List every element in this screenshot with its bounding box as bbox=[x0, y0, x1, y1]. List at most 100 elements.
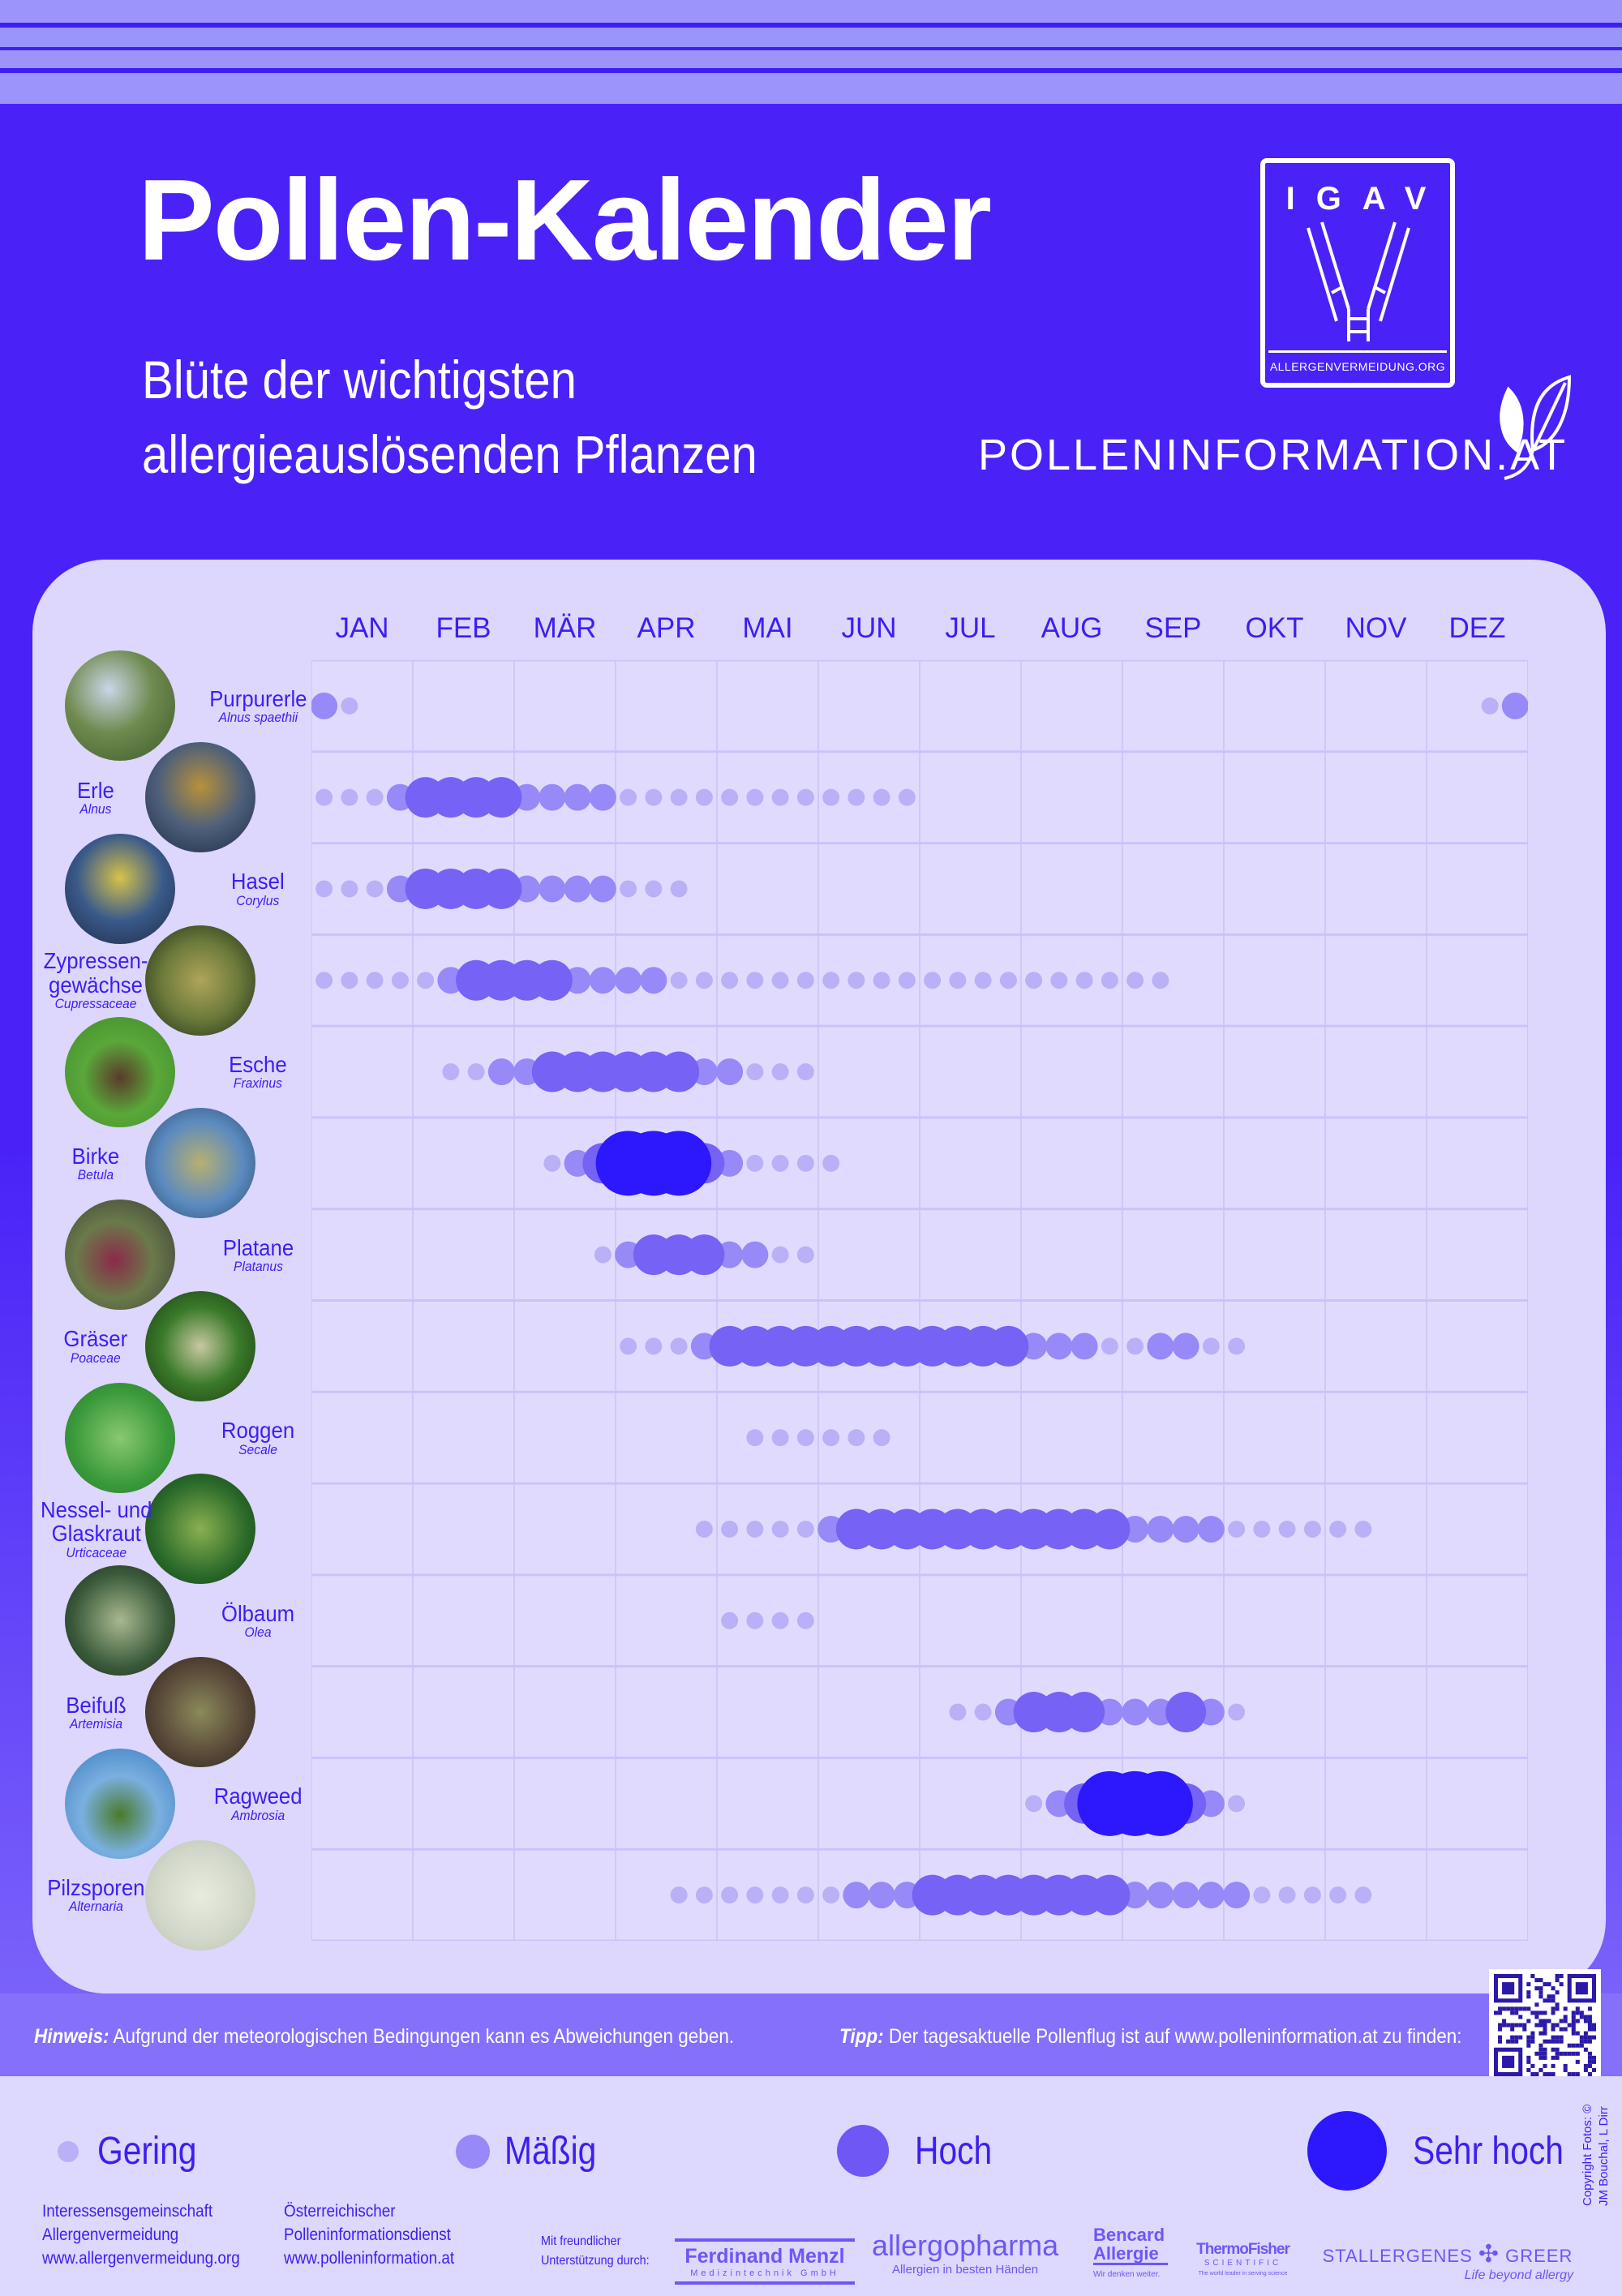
pollen-dot-gering bbox=[999, 972, 1017, 989]
qr-module bbox=[1522, 2006, 1527, 2011]
pollen-dot-mäßig bbox=[589, 967, 616, 994]
plant-name: Erle bbox=[76, 777, 114, 803]
qr-code[interactable] bbox=[1489, 1969, 1601, 2081]
sponsor-bencard-name2: Allergie bbox=[1093, 2244, 1168, 2265]
qr-module bbox=[1571, 2015, 1576, 2019]
pollen-dot-mäßig bbox=[564, 875, 591, 903]
qr-module bbox=[1530, 1974, 1535, 1979]
month-label: JUN bbox=[841, 612, 897, 644]
pollen-dot-gering bbox=[315, 972, 333, 989]
qr-module bbox=[1587, 2006, 1592, 2011]
plant-name: Zypressen- bbox=[43, 948, 148, 974]
pollen-dot-mäßig bbox=[539, 783, 566, 811]
plant-label: Nessel- und Glaskraut Urticaceae bbox=[40, 1498, 151, 1560]
qr-module bbox=[1530, 2035, 1535, 2040]
pollen-dot-gering bbox=[822, 972, 840, 989]
qr-module bbox=[1506, 2006, 1511, 2011]
qr-module bbox=[1575, 2059, 1580, 2064]
pollen-dot-gering bbox=[746, 1520, 764, 1538]
qr-module bbox=[1587, 2015, 1592, 2019]
qr-module bbox=[1538, 1978, 1543, 1983]
plant-photo bbox=[65, 1382, 175, 1493]
month-label: OKT bbox=[1245, 612, 1304, 644]
qr-module bbox=[1551, 2063, 1555, 2068]
qr-module bbox=[1543, 1982, 1547, 1987]
qr-module bbox=[1543, 1998, 1547, 2003]
stripe-line bbox=[0, 47, 1622, 50]
qr-module bbox=[1518, 2023, 1523, 2028]
pollen-dot-gering bbox=[391, 972, 409, 989]
pollen-dot-gering bbox=[620, 788, 637, 806]
pollen-dot-sehr-hoch bbox=[1127, 1770, 1193, 1836]
pollen-dot-gering bbox=[417, 972, 435, 989]
qr-module bbox=[1587, 2051, 1592, 2056]
pollen-dot-gering bbox=[341, 972, 358, 989]
support-line: Unterstützung durch: bbox=[541, 2254, 650, 2268]
qr-module bbox=[1510, 2027, 1515, 2032]
qr-module bbox=[1591, 2023, 1596, 2028]
notes-band bbox=[0, 1993, 1622, 2076]
pollen-dot-gering bbox=[1329, 1520, 1347, 1538]
pollen-dot-gering bbox=[898, 972, 916, 989]
qr-module bbox=[1567, 2071, 1572, 2076]
qr-module bbox=[1559, 2027, 1564, 2032]
qr-finder bbox=[1502, 2055, 1515, 2068]
pollen-dot-gering bbox=[1228, 1520, 1246, 1538]
plant-latin-name: Urticaceae bbox=[65, 1544, 127, 1560]
org-igav-link[interactable]: www.allergenvermeidung.org bbox=[42, 2249, 240, 2268]
qr-module bbox=[1526, 2059, 1531, 2064]
plant-latin-name: Poaceae bbox=[70, 1350, 121, 1366]
qr-module bbox=[1587, 2039, 1592, 2044]
qr-module bbox=[1538, 2023, 1543, 2028]
month-label: DEZ bbox=[1448, 612, 1506, 644]
plant-name: Hasel bbox=[230, 869, 285, 895]
qr-finder bbox=[1575, 1982, 1588, 1995]
pollen-dot-gering bbox=[746, 972, 764, 989]
qr-module bbox=[1583, 2031, 1588, 2036]
pollen-dot-gering bbox=[1025, 1795, 1043, 1813]
plant-photo bbox=[145, 1474, 255, 1585]
qr-module bbox=[1498, 2006, 1503, 2011]
copyright-line: JM Bouchal, L Dirr bbox=[1597, 2106, 1611, 2206]
qr-module bbox=[1526, 2035, 1531, 2040]
qr-module bbox=[1579, 2011, 1584, 2015]
pollen-dot-gering bbox=[341, 697, 358, 715]
qr-module bbox=[1538, 2055, 1543, 2060]
pollen-dot-gering bbox=[746, 1886, 764, 1904]
pollen-dot-gering bbox=[746, 1063, 764, 1081]
pollen-dot-gering bbox=[620, 1337, 637, 1355]
pollen-dot-gering bbox=[1101, 1337, 1118, 1355]
qr-module bbox=[1555, 1978, 1560, 1983]
qr-module bbox=[1530, 2031, 1535, 2036]
org-pollendienst-link[interactable]: www.polleninformation.at bbox=[284, 2249, 455, 2268]
pollen-dot-gering bbox=[796, 1520, 814, 1538]
qr-module bbox=[1522, 2023, 1527, 2028]
pollen-dot-gering bbox=[366, 880, 384, 898]
plant-name: Gräser bbox=[63, 1326, 128, 1352]
pollen-dot-gering bbox=[771, 972, 789, 989]
pollen-dot-gering bbox=[1025, 972, 1043, 989]
qr-module bbox=[1547, 2071, 1551, 2076]
month-label: MAI bbox=[742, 612, 793, 644]
plant-photo bbox=[65, 1748, 175, 1859]
plant-latin-name: Alternaria bbox=[68, 1899, 123, 1915]
qr-module bbox=[1575, 2011, 1580, 2015]
qr-finder bbox=[1502, 1982, 1515, 1995]
plant-photo bbox=[65, 833, 175, 944]
qr-module bbox=[1526, 2006, 1531, 2011]
igav-url: ALLERGENVERMEIDUNG.ORG bbox=[1268, 350, 1447, 380]
qr-module bbox=[1559, 1974, 1564, 1979]
support-note: Mit freundlicher Unterstützung durch: bbox=[541, 2232, 650, 2271]
plant-latin-name: Olea bbox=[244, 1624, 272, 1641]
legend-label-hoch: Hoch bbox=[915, 2130, 993, 2173]
pollen-dot-gering bbox=[1354, 1520, 1372, 1538]
qr-module bbox=[1526, 2055, 1531, 2060]
pollen-dot-gering bbox=[924, 972, 942, 989]
qr-module bbox=[1502, 2006, 1507, 2011]
pollen-dot-gering bbox=[670, 1337, 688, 1355]
pollen-dot-gering bbox=[1278, 1520, 1296, 1538]
pollen-dot-gering bbox=[822, 788, 840, 806]
sponsor-thermo-sub: The world leader in serving science bbox=[1198, 2271, 1288, 2277]
month-label: JAN bbox=[335, 612, 389, 644]
pollen-dot-gering bbox=[620, 880, 637, 898]
